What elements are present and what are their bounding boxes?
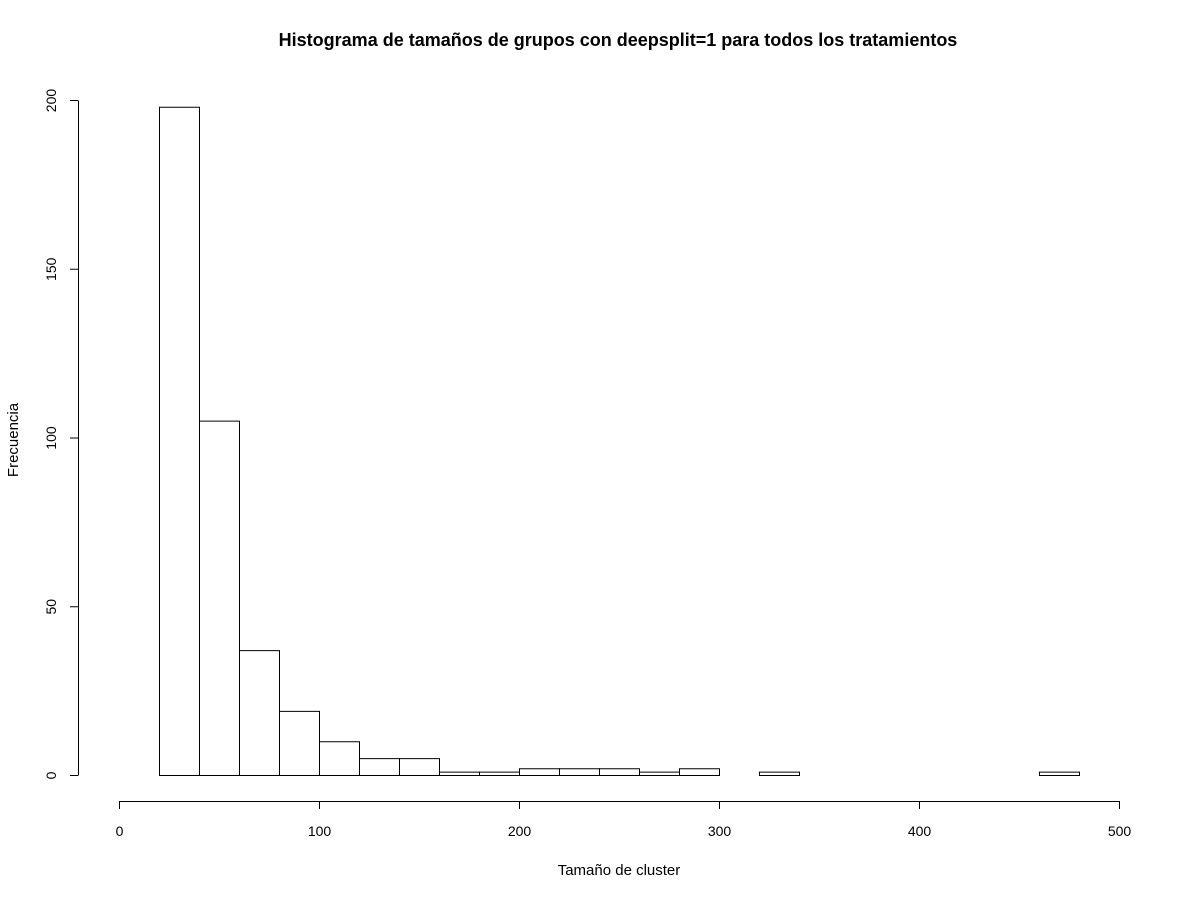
y-tick-label: 100 [43,426,59,450]
histogram-bar [599,768,640,776]
y-tick-label: 0 [43,771,59,779]
histogram-bars [159,106,1080,776]
histogram-bar [479,771,520,776]
y-tick-label: 150 [43,257,59,281]
histogram-bar [239,650,280,776]
histogram-bar [759,771,800,776]
histogram-bar [639,771,680,776]
histogram-bar [159,106,200,776]
y-axis-label: Frecuencia [5,402,22,477]
x-tick-label: 500 [1108,823,1132,839]
histogram-bar [279,710,320,776]
x-tick-label: 300 [708,823,732,839]
histogram-bar [319,741,360,776]
x-tick-label: 400 [908,823,932,839]
histogram-bar [519,768,560,776]
x-tick-label: 0 [116,823,124,839]
x-axis-label: Tamaño de cluster [558,862,681,879]
y-tick-label: 50 [43,599,59,615]
histogram-bar [1039,771,1080,776]
histogram-bar [679,768,720,776]
histogram-bar [359,758,400,776]
y-axis: 0 50 100 150 200 [43,89,79,779]
x-tick-label: 200 [508,823,532,839]
histogram-bar [559,768,600,776]
x-axis: 0 100 200 300 400 500 [116,801,1132,839]
x-tick-label: 100 [308,823,332,839]
y-tick-label: 200 [43,89,59,113]
chart-title: Histograma de tamaños de grupos con deep… [279,30,958,50]
histogram-bar [439,771,480,776]
histogram-bar [399,758,440,776]
histogram-bar [199,420,240,776]
